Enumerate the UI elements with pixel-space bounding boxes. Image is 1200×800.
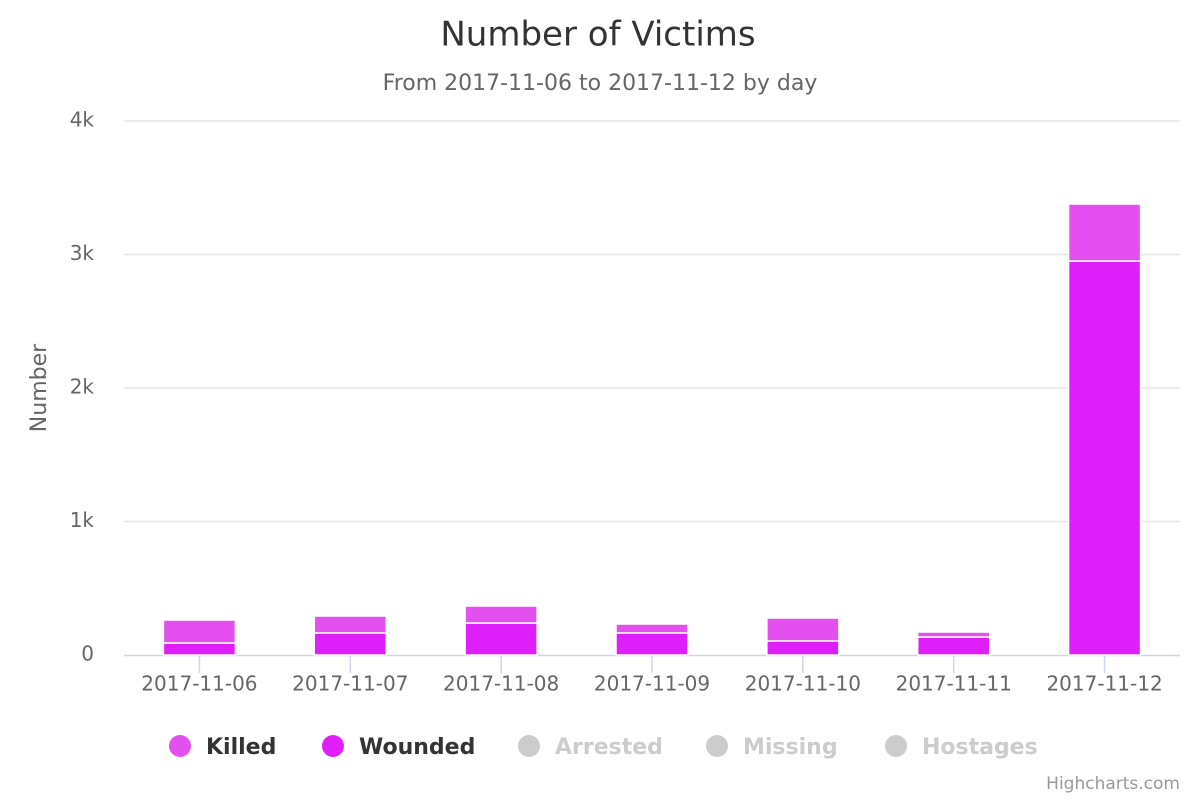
legend-symbol[interactable] <box>169 735 191 757</box>
y-tick-label: 2k <box>70 375 95 399</box>
y-tick-label: 1k <box>70 508 95 532</box>
bar-segment <box>464 622 538 656</box>
y-tick-label: 0 <box>81 642 94 666</box>
legend-symbol[interactable] <box>322 735 344 757</box>
y-tick-label: 4k <box>70 108 95 132</box>
x-tick-label: 2017-11-07 <box>292 672 408 696</box>
bar-segment <box>313 615 388 634</box>
bar-segment <box>1067 203 1142 262</box>
y-axis-title: Number <box>27 343 52 432</box>
chart-subtitle: From 2017-11-06 to 2017-11-12 by day <box>383 71 818 96</box>
x-tick-label: 2017-11-12 <box>1046 672 1162 696</box>
legend-symbol[interactable] <box>518 735 540 757</box>
bar-segment <box>916 631 991 638</box>
x-tick-label: 2017-11-06 <box>141 672 257 696</box>
legend-label[interactable]: Arrested <box>555 735 663 760</box>
credits[interactable]: Highcharts.com <box>1046 774 1180 794</box>
x-tick-label: 2017-11-08 <box>443 672 559 696</box>
legend-label[interactable]: Hostages <box>922 735 1038 760</box>
x-tick-label: 2017-11-11 <box>896 672 1012 696</box>
bar-segment <box>313 632 388 656</box>
x-tick-label: 2017-11-10 <box>745 672 861 696</box>
legend-symbol[interactable] <box>706 735 728 757</box>
bar-segment <box>766 617 840 642</box>
chart-title: Number of Victims <box>440 15 755 55</box>
bar-segment <box>615 623 689 634</box>
legend-label[interactable]: Killed <box>206 735 276 760</box>
bar-segment <box>464 605 538 624</box>
legend-symbol[interactable] <box>885 735 907 757</box>
legend-label[interactable]: Missing <box>743 735 838 760</box>
bar-segment <box>766 640 840 656</box>
bar-segment <box>615 632 689 656</box>
bar-segment <box>1067 260 1142 656</box>
bar-segment <box>916 636 991 656</box>
y-tick-label: 3k <box>70 241 95 265</box>
bar-segment <box>162 619 237 644</box>
bar-segment <box>162 642 237 656</box>
legend-label[interactable]: Wounded <box>359 735 475 760</box>
x-tick-label: 2017-11-09 <box>594 672 710 696</box>
